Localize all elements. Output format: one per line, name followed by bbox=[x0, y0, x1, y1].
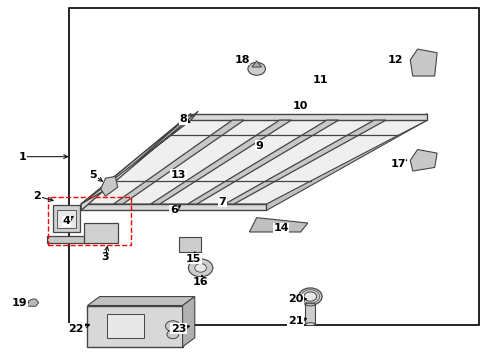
Polygon shape bbox=[266, 114, 427, 211]
Circle shape bbox=[166, 330, 178, 339]
Polygon shape bbox=[113, 120, 244, 204]
Bar bbox=[178, 237, 200, 252]
Circle shape bbox=[298, 288, 322, 305]
Text: 15: 15 bbox=[185, 254, 201, 264]
Polygon shape bbox=[190, 114, 427, 120]
Circle shape bbox=[165, 321, 180, 332]
Polygon shape bbox=[150, 120, 291, 204]
Circle shape bbox=[247, 62, 265, 75]
Bar bbox=[53, 205, 80, 232]
Ellipse shape bbox=[305, 303, 315, 306]
Bar bbox=[107, 315, 143, 338]
Polygon shape bbox=[224, 120, 385, 204]
Bar bbox=[48, 197, 131, 245]
Text: 23: 23 bbox=[171, 324, 186, 334]
Polygon shape bbox=[87, 297, 194, 306]
Polygon shape bbox=[251, 61, 261, 67]
Text: 20: 20 bbox=[287, 294, 303, 304]
Text: 13: 13 bbox=[171, 170, 186, 180]
Text: 16: 16 bbox=[192, 277, 208, 287]
Polygon shape bbox=[182, 297, 194, 347]
Text: 21: 21 bbox=[287, 316, 303, 325]
Bar bbox=[69, 8, 478, 325]
Polygon shape bbox=[409, 49, 436, 76]
Polygon shape bbox=[409, 149, 436, 171]
Polygon shape bbox=[27, 299, 39, 306]
Text: 11: 11 bbox=[312, 75, 327, 85]
Text: 14: 14 bbox=[273, 224, 288, 233]
Circle shape bbox=[194, 264, 206, 272]
Polygon shape bbox=[101, 176, 118, 196]
Text: 6: 6 bbox=[169, 206, 177, 216]
Text: 9: 9 bbox=[255, 141, 263, 151]
Bar bbox=[47, 235, 88, 243]
Polygon shape bbox=[81, 114, 190, 211]
Text: 4: 4 bbox=[62, 216, 70, 226]
Text: 7: 7 bbox=[218, 197, 226, 207]
Text: 8: 8 bbox=[179, 114, 187, 124]
Text: 1: 1 bbox=[19, 152, 26, 162]
Bar bbox=[305, 305, 315, 324]
Polygon shape bbox=[81, 111, 198, 204]
Circle shape bbox=[304, 292, 316, 301]
Text: 17: 17 bbox=[389, 159, 405, 169]
Text: 12: 12 bbox=[387, 55, 403, 65]
Bar bbox=[83, 223, 118, 243]
Text: 2: 2 bbox=[33, 191, 41, 201]
Ellipse shape bbox=[305, 323, 315, 325]
Text: 22: 22 bbox=[68, 324, 84, 334]
Polygon shape bbox=[81, 114, 190, 211]
Text: 10: 10 bbox=[292, 102, 307, 112]
Polygon shape bbox=[81, 120, 427, 204]
Text: 18: 18 bbox=[234, 55, 249, 65]
Text: 5: 5 bbox=[89, 170, 97, 180]
Text: 19: 19 bbox=[11, 298, 27, 308]
Polygon shape bbox=[81, 204, 266, 211]
Polygon shape bbox=[249, 218, 307, 232]
Bar bbox=[87, 306, 182, 347]
Polygon shape bbox=[187, 120, 338, 204]
Bar bbox=[57, 211, 76, 228]
Text: 3: 3 bbox=[102, 252, 109, 262]
Circle shape bbox=[188, 259, 212, 277]
